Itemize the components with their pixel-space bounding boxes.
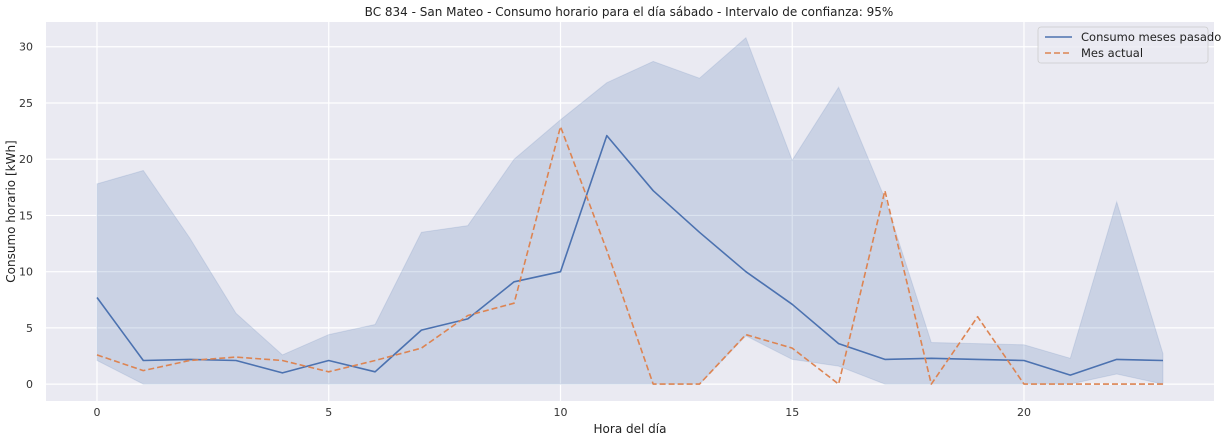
y-axis-label: Consumo horario [kWh]: [4, 140, 18, 282]
chart-title: BC 834 - San Mateo - Consumo horario par…: [365, 5, 894, 19]
legend: Consumo meses pasados Mes actual: [1037, 26, 1221, 64]
legend-label: Mes actual: [1081, 46, 1143, 60]
x-tick-labels: 0 5 10 15 20: [93, 406, 1030, 419]
y-tick-label: 25: [19, 97, 33, 110]
x-tick-label: 15: [785, 406, 799, 419]
series-line-1: [96, 134, 1164, 376]
y-tick-label: 30: [19, 41, 33, 54]
y-tick-label: 5: [26, 322, 33, 335]
x-tick-label: 0: [93, 406, 100, 419]
y-tick-label: 20: [19, 153, 33, 166]
confidence-band-layer: [96, 36, 1164, 385]
x-axis-label: Hora del día: [594, 422, 667, 436]
x-tick-label: 10: [553, 406, 567, 419]
y-tick-label: 10: [19, 266, 33, 279]
x-tick-label: 5: [325, 406, 332, 419]
grid-lines: [46, 22, 1214, 401]
y-tick-label: 0: [26, 378, 33, 391]
legend-box: [1037, 26, 1209, 64]
y-tick-labels: 0 5 10 15 20 25 30: [19, 41, 33, 391]
y-tick-label: 15: [19, 209, 33, 222]
confidence-band: [96, 36, 1164, 385]
legend-label: Consumo meses pasados: [1081, 30, 1221, 44]
plot-area: [46, 22, 1214, 401]
x-tick-label: 20: [1017, 406, 1031, 419]
series-line-2: [96, 125, 1163, 385]
series-layer: [96, 125, 1164, 385]
